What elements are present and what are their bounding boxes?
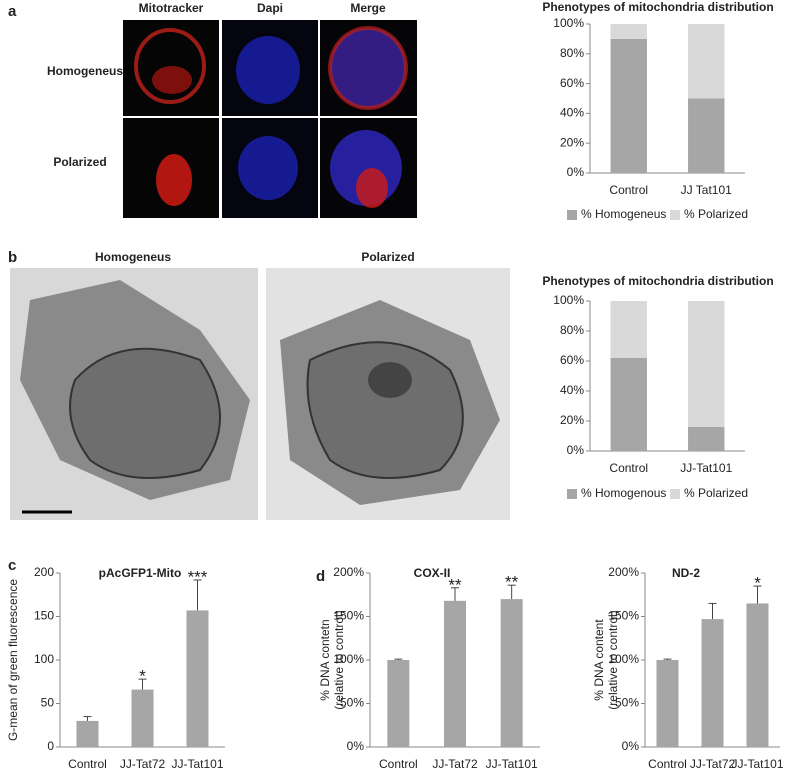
column-label: Merge: [350, 1, 386, 15]
y-tick-label: 50: [41, 696, 55, 710]
bar-segment: [688, 24, 725, 99]
column-label: Homogeneus: [95, 250, 171, 264]
column-label: Polarized: [361, 250, 414, 264]
panel-label: c: [8, 557, 16, 574]
legend-swatch: [567, 210, 577, 220]
y-tick-label: 100%: [553, 293, 584, 307]
significance: *: [754, 574, 761, 593]
x-tick-label: Control: [379, 757, 418, 771]
y-tick-label: 60%: [560, 76, 584, 90]
bar: [701, 619, 724, 747]
bar: [500, 599, 523, 747]
bar-segment: [688, 427, 725, 451]
y-tick-label: 0%: [622, 739, 640, 753]
bar-segment: [610, 24, 647, 39]
bar-segment: [688, 98, 725, 173]
y-tick-label: 60%: [560, 353, 584, 367]
x-tick-label: JJ Tat101: [681, 183, 732, 197]
y-tick-label: 150%: [608, 609, 639, 623]
bar-segment: [610, 301, 647, 358]
row-label: Polarized: [53, 155, 106, 169]
y-tick-label: 80%: [560, 323, 584, 337]
y-tick-label: 0%: [347, 739, 365, 753]
y-tick-label: 100%: [608, 652, 639, 666]
x-tick-label: Control: [609, 183, 648, 197]
x-tick-label: JJ-Tat72: [690, 757, 736, 771]
y-tick-label: 20%: [560, 135, 584, 149]
legend-swatch: [670, 210, 680, 220]
y-tick-label: 100: [34, 652, 54, 666]
y-tick-label: 20%: [560, 413, 584, 427]
y-tick-label: 200%: [333, 565, 364, 579]
y-tick-label: 40%: [560, 106, 584, 120]
bar: [131, 689, 154, 747]
y-tick-label: 50%: [340, 696, 364, 710]
significance: ***: [188, 567, 208, 586]
y-tick-label: 50%: [615, 696, 639, 710]
x-tick-label: Control: [648, 757, 687, 771]
legend-label: % Homogeneus: [581, 207, 666, 221]
column-label: Dapi: [257, 1, 283, 15]
x-tick-label: JJ-Tat101: [731, 757, 783, 771]
chart-title: COX-II: [414, 566, 451, 580]
legend-swatch: [670, 489, 680, 499]
row-label: Homogeneus: [47, 64, 123, 78]
y-tick-label: 0: [47, 739, 54, 753]
bar: [656, 660, 679, 747]
panel-label: b: [8, 249, 17, 266]
y-tick-label: 0%: [567, 443, 585, 457]
y-tick-label: 100%: [333, 652, 364, 666]
x-tick-label: JJ-Tat72: [432, 757, 478, 771]
legend-swatch: [567, 489, 577, 499]
y-axis-label: G-mean of green fluorescence: [6, 579, 20, 741]
chart-title: ND-2: [672, 566, 700, 580]
bar: [746, 603, 769, 747]
y-tick-label: 100%: [553, 16, 584, 30]
significance: **: [448, 575, 462, 594]
column-label: Mitotracker: [139, 1, 204, 15]
micrographs-a: [123, 20, 417, 218]
y-tick-label: 40%: [560, 383, 584, 397]
significance: **: [505, 573, 519, 592]
micrographs-b: [10, 268, 510, 520]
chart-title: pAcGFP1-Mito: [99, 566, 182, 580]
x-tick-label: Control: [609, 461, 648, 475]
panel-label: a: [8, 3, 17, 20]
bar-segment: [610, 38, 647, 174]
significance: *: [139, 667, 146, 686]
bar: [387, 660, 410, 747]
legend-label: % Homogenous: [581, 486, 666, 500]
bar-segment: [688, 301, 725, 427]
x-tick-label: JJ-Tat101: [486, 757, 538, 771]
bar: [76, 720, 99, 747]
bar-segment: [610, 358, 647, 451]
y-axis-label: (relative to control): [606, 610, 620, 709]
x-tick-label: Control: [68, 757, 107, 771]
panel-label: d: [316, 568, 325, 585]
y-axis-label: (relative to control): [332, 610, 346, 709]
legend-label: % Polarized: [684, 207, 748, 221]
y-axis-label: % DNA content: [592, 619, 606, 701]
y-tick-label: 0%: [567, 165, 585, 179]
y-tick-label: 150: [34, 609, 54, 623]
x-tick-label: JJ-Tat72: [120, 757, 166, 771]
y-tick-label: 200: [34, 565, 54, 579]
chart-title: Phenotypes of mitochondria distribution: [542, 0, 773, 14]
x-tick-label: JJ-Tat101: [680, 461, 732, 475]
y-tick-label: 200%: [608, 565, 639, 579]
chart-title: Phenotypes of mitochondria distribution: [542, 274, 773, 288]
y-tick-label: 80%: [560, 46, 584, 60]
legend-label: % Polarized: [684, 486, 748, 500]
bar: [186, 610, 209, 747]
y-tick-label: 150%: [333, 609, 364, 623]
x-tick-label: JJ-Tat101: [171, 757, 223, 771]
y-axis-label: % DNA contetn: [318, 619, 332, 700]
bar: [444, 600, 466, 747]
